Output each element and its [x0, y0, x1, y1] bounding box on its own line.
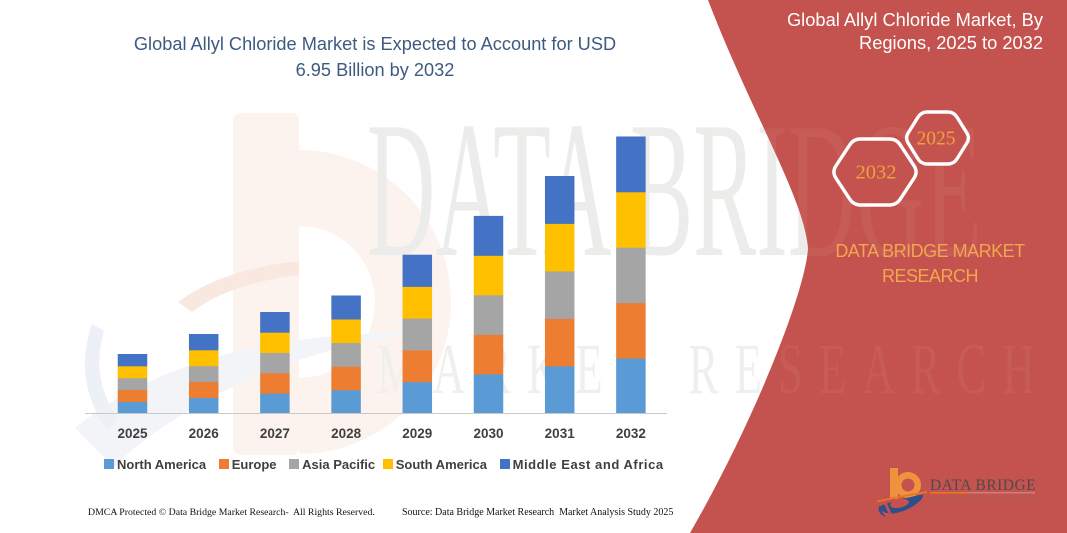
svg-text:2025: 2025	[117, 426, 148, 441]
svg-text:2029: 2029	[402, 426, 432, 441]
svg-text:2032: 2032	[856, 162, 897, 184]
svg-text:2025: 2025	[917, 129, 956, 150]
svg-text:2026: 2026	[189, 426, 220, 441]
svg-text:2030: 2030	[473, 426, 503, 441]
svg-text:2032: 2032	[616, 426, 646, 441]
svg-text:2028: 2028	[331, 426, 362, 441]
svg-text:2027: 2027	[260, 426, 290, 441]
svg-text:MARKET RESEARCH: MARKET RESEARCH	[930, 497, 1043, 504]
svg-text:2031: 2031	[545, 426, 576, 441]
svg-text:DATA BRIDGE: DATA BRIDGE	[930, 477, 1036, 494]
